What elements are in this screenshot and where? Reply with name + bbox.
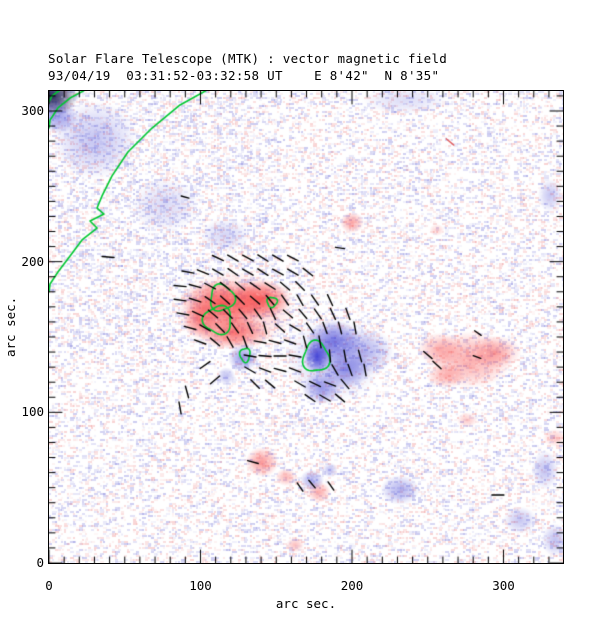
x-axis-label: arc sec. [275, 596, 337, 611]
plot-frame [48, 90, 564, 564]
x-tick-label: 300 [492, 578, 515, 593]
y-tick-label: 100 [21, 404, 44, 420]
magnetogram-canvas [49, 91, 563, 563]
y-tick-label: 0 [36, 555, 44, 570]
x-tick-label: 100 [189, 578, 212, 593]
y-tick-label: 200 [21, 253, 44, 269]
x-tick-label: 0 [45, 578, 53, 593]
x-tick-label: 200 [340, 578, 364, 593]
figure-title: Solar Flare Telescope (MTK) : vector mag… [48, 51, 448, 66]
y-tick-label: 300 [21, 102, 44, 118]
y-axis-label: arc sec. [3, 296, 18, 358]
figure-subtitle: 93/04/19 03:31:52-03:32:58 UT E 8'42" N … [48, 68, 440, 83]
